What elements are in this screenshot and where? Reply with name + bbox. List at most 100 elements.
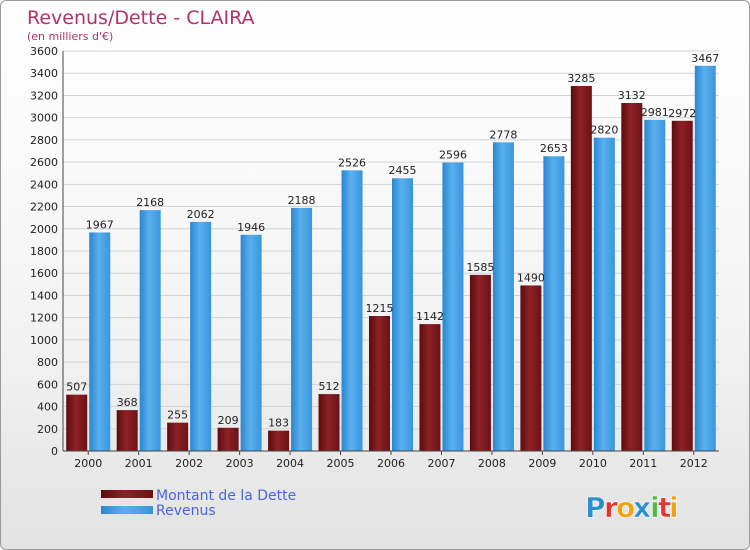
chart-subtitle: (en milliers d'€) xyxy=(27,30,113,43)
x-tick-label-2002: 2002 xyxy=(175,457,203,470)
legend-label-revenus: Revenus xyxy=(156,503,216,519)
bar-debt-2011 xyxy=(621,103,643,451)
bar-debt-2006 xyxy=(369,316,390,451)
y-tick-label: 3200 xyxy=(30,89,58,102)
data-label-revenus-2004: 2188 xyxy=(288,194,316,207)
chart-title: Revenus/Dette - CLAIRA xyxy=(27,7,255,29)
logo-letter: x xyxy=(633,491,651,524)
data-label-revenus-2009: 2653 xyxy=(540,142,568,155)
x-tick-label-2000: 2000 xyxy=(74,457,102,470)
legend: Montant de la Dette Revenus xyxy=(101,488,296,519)
y-tick-label: 600 xyxy=(37,378,58,391)
data-label-debt-2001: 368 xyxy=(117,396,138,409)
bar-revenus-2010 xyxy=(593,137,615,451)
data-label-debt-2005: 512 xyxy=(319,380,340,393)
data-label-revenus-2001: 2168 xyxy=(136,196,164,209)
y-axis-ticks: 0 200 400 600 800 1000 1200 1400 1600 1800 2000 220… xyxy=(30,45,58,458)
logo-letter: i xyxy=(650,491,660,524)
y-tick-label: 2400 xyxy=(30,178,58,191)
y-tick-label: 2600 xyxy=(30,156,58,169)
x-tick-label-2012: 2012 xyxy=(680,457,708,470)
data-label-debt-2012: 2972 xyxy=(668,107,696,120)
y-tick-label: 3400 xyxy=(30,67,58,80)
bar-debt-2012 xyxy=(671,120,693,452)
y-tick-label: 2000 xyxy=(30,223,58,236)
data-label-debt-2010: 3285 xyxy=(567,72,595,85)
x-axis-ticks: 2000 2001 2002 2003 2004 2005 2006 2007 2008 2009… xyxy=(74,451,708,470)
x-tick-label-2005: 2005 xyxy=(327,457,355,470)
bar-revenus-2003 xyxy=(240,234,262,451)
y-tick-label: 800 xyxy=(37,356,58,369)
bar-revenus-2007 xyxy=(442,162,464,452)
y-tick-label: 0 xyxy=(51,445,58,458)
bar-revenus-2012 xyxy=(694,65,716,452)
bar-debt-2004 xyxy=(268,430,290,451)
bars xyxy=(66,65,716,452)
bar-revenus-2000 xyxy=(89,232,111,451)
data-label-debt-2004: 183 xyxy=(268,417,289,430)
y-tick-label: 2200 xyxy=(30,201,58,214)
gridlines xyxy=(63,50,719,452)
y-tick-label: 1800 xyxy=(30,245,58,258)
bar-debt-2002 xyxy=(167,422,189,451)
logo-letter: i xyxy=(669,491,679,524)
x-tick-label-2003: 2003 xyxy=(226,457,254,470)
axes xyxy=(62,51,719,452)
x-tick-label-2006: 2006 xyxy=(377,457,405,470)
bar-debt-2003 xyxy=(217,427,239,451)
bar-debt-2001 xyxy=(116,410,138,451)
bar-revenus-2009 xyxy=(543,156,565,451)
data-label-revenus-2003: 1946 xyxy=(237,221,265,234)
data-label-revenus-2011: 2981 xyxy=(641,106,669,119)
data-label-revenus-2005: 2526 xyxy=(338,156,366,169)
bar-revenus-2011 xyxy=(644,119,666,452)
y-tick-label: 400 xyxy=(37,401,58,414)
x-tick-label-2001: 2001 xyxy=(125,457,153,470)
logo-letter: P xyxy=(585,491,606,524)
data-label-debt-2011: 3132 xyxy=(618,89,646,102)
y-tick-label: 1600 xyxy=(30,267,58,280)
bar-revenus-2008 xyxy=(492,142,514,452)
bar-revenus-2006 xyxy=(392,178,413,451)
data-label-debt-2008: 1585 xyxy=(466,261,494,274)
bar-revenus-2002 xyxy=(190,221,212,451)
data-label-debt-2006: 1215 xyxy=(366,302,394,315)
data-label-debt-2000: 507 xyxy=(66,381,87,394)
y-tick-label: 2800 xyxy=(30,134,58,147)
data-labels: 507 1967 368 2168 255 2062 209 1946 183 2188 512 25… xyxy=(66,52,719,430)
bar-debt-2009 xyxy=(520,285,542,451)
y-tick-label: 1400 xyxy=(30,289,58,302)
x-tick-label-2009: 2009 xyxy=(528,457,556,470)
logo-letter: o xyxy=(616,491,635,524)
y-tick-label: 1200 xyxy=(30,312,58,325)
y-tick-label: 3600 xyxy=(30,45,58,58)
bar-debt-2010 xyxy=(570,86,592,451)
data-label-revenus-2006: 2455 xyxy=(389,164,417,177)
logo-letter: r xyxy=(604,491,618,524)
x-tick-label-2010: 2010 xyxy=(579,457,607,470)
data-label-revenus-2002: 2062 xyxy=(187,208,215,221)
bar-revenus-2005 xyxy=(341,170,363,452)
x-tick-label-2008: 2008 xyxy=(478,457,506,470)
data-label-revenus-2010: 2820 xyxy=(590,124,618,137)
data-label-debt-2003: 209 xyxy=(218,414,239,427)
data-label-debt-2002: 255 xyxy=(167,409,188,422)
y-tick-label: 3000 xyxy=(30,112,58,125)
data-label-debt-2009: 1490 xyxy=(517,271,545,284)
data-label-debt-2007: 1142 xyxy=(416,310,444,323)
data-label-revenus-2007: 2596 xyxy=(439,149,467,162)
legend-swatch-revenus xyxy=(101,506,153,514)
bar-revenus-2004 xyxy=(291,207,313,451)
y-tick-label: 200 xyxy=(37,423,58,436)
data-label-revenus-2000: 1967 xyxy=(86,218,114,231)
bar-revenus-2001 xyxy=(139,210,161,451)
legend-swatch-debt xyxy=(101,490,153,498)
y-tick-label: 1000 xyxy=(30,334,58,347)
logo-letter: t xyxy=(658,491,671,524)
bar-debt-2000 xyxy=(66,394,88,451)
data-label-revenus-2012: 3467 xyxy=(691,52,719,65)
x-tick-label-2007: 2007 xyxy=(427,457,455,470)
